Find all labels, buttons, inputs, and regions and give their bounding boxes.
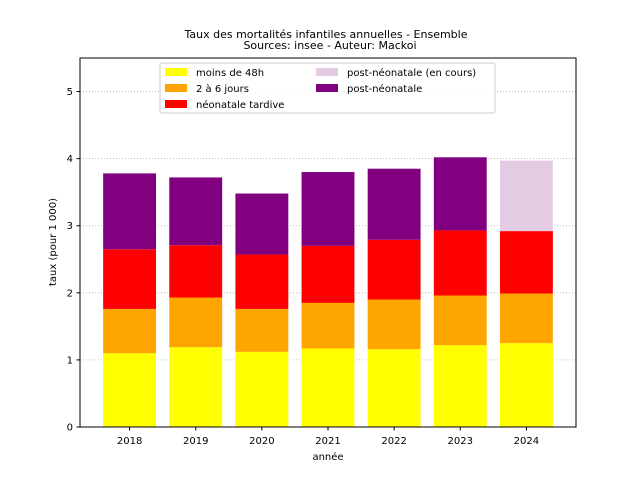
legend-swatch: [165, 100, 187, 108]
bar-segment: [169, 177, 223, 246]
y-tick-label: 3: [67, 221, 73, 232]
bar-segment: [103, 173, 157, 250]
bar-segment: [433, 157, 487, 231]
legend-label: néonatale tardive: [196, 99, 284, 111]
legend-label: post-néonatale: [347, 83, 422, 95]
bar-segment: [499, 343, 553, 427]
x-axis-label: année: [312, 451, 343, 463]
bar-segment: [367, 299, 421, 350]
y-axis: 0 1 2 3 4 5: [67, 87, 80, 434]
bar-segment: [301, 245, 355, 303]
x-tick-label: 2021: [315, 436, 340, 447]
bar-segment: [433, 295, 487, 346]
x-tick-label: 2018: [117, 436, 142, 447]
bar-segment: [169, 347, 223, 427]
bar-segment: [103, 353, 157, 427]
y-axis-label: taux (pour 1 000): [48, 198, 59, 286]
bar-segment: [499, 231, 553, 294]
y-tick-label: 2: [67, 288, 73, 299]
legend: moins de 48h 2 à 6 jours néonatale tardive…: [159, 62, 496, 114]
legend-swatch: [165, 68, 187, 76]
legend-swatch: [165, 84, 187, 92]
bar-segment: [169, 245, 223, 298]
legend-swatch: [316, 68, 338, 76]
bar-segment: [235, 351, 289, 427]
chart-title: Taux des mortalités infantiles annuelles…: [183, 28, 467, 41]
bar-segment: [367, 168, 421, 240]
legend-swatch: [316, 84, 338, 92]
bar-segment: [301, 348, 355, 427]
bars-group: [103, 157, 553, 427]
bar-segment: [103, 308, 157, 354]
bar-segment: [235, 254, 289, 309]
bar-segment: [433, 345, 487, 427]
bar-segment: [169, 297, 223, 348]
bar-segment: [367, 239, 421, 300]
bar-segment: [301, 172, 355, 246]
x-tick-label: 2023: [448, 436, 473, 447]
legend-label: 2 à 6 jours: [196, 83, 249, 95]
bar-segment: [499, 160, 553, 232]
y-tick-label: 4: [67, 154, 73, 165]
chart-subtitle: Sources: insee - Auteur: Mackoi: [243, 39, 416, 52]
legend-label: post-néonatale (en cours): [347, 67, 476, 79]
legend-label: moins de 48h: [196, 68, 264, 79]
x-tick-label: 2024: [514, 436, 539, 447]
bar-segment: [235, 308, 289, 352]
x-axis: 2018 2019 2020 2021 2022 2023 2024: [117, 427, 539, 447]
bar-segment: [103, 249, 157, 309]
x-tick-label: 2019: [183, 436, 208, 447]
bar-segment: [433, 230, 487, 296]
bar-segment: [301, 302, 355, 349]
y-tick-label: 0: [67, 423, 73, 434]
y-tick-label: 1: [67, 355, 73, 366]
bar-segment: [235, 193, 289, 255]
y-tick-label: 5: [67, 87, 73, 98]
x-tick-label: 2022: [381, 436, 406, 447]
bar-segment: [367, 349, 421, 427]
x-tick-label: 2020: [249, 436, 274, 447]
bar-segment: [499, 293, 553, 344]
